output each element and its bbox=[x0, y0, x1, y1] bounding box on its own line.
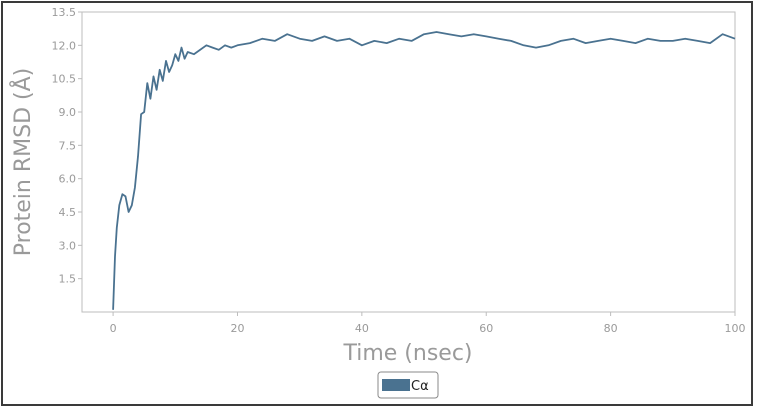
y-tick-label: 4.5 bbox=[59, 206, 77, 219]
x-tick-label: 80 bbox=[604, 322, 618, 335]
legend-swatch bbox=[382, 379, 410, 391]
x-tick-label: 0 bbox=[110, 322, 117, 335]
x-tick-label: 60 bbox=[479, 322, 493, 335]
x-tick-label: 100 bbox=[725, 322, 746, 335]
y-tick-label: 12.0 bbox=[52, 39, 77, 52]
y-tick-label: 6.0 bbox=[59, 173, 77, 186]
legend: Cα bbox=[377, 371, 439, 399]
y-tick-label: 13.5 bbox=[52, 6, 77, 19]
legend-label: Cα bbox=[411, 379, 429, 394]
y-tick-label: 10.5 bbox=[52, 73, 77, 86]
x-tick-label: 40 bbox=[355, 322, 369, 335]
y-axis-title: Protein RMSD (Å) bbox=[9, 68, 36, 257]
y-tick-label: 9.0 bbox=[59, 106, 77, 119]
series-line-calpha bbox=[112, 31, 736, 310]
x-axis-title: Time (nsec) bbox=[342, 341, 472, 366]
plot-area bbox=[81, 11, 736, 313]
x-axis-ticks: 0 20 40 60 80 100 bbox=[110, 312, 746, 335]
y-axis-ticks: 1.5 3.0 4.5 6.0 7.5 9.0 10.5 12.0 13.5 bbox=[52, 6, 82, 286]
y-tick-label: 1.5 bbox=[59, 273, 77, 286]
y-tick-label: 7.5 bbox=[59, 139, 77, 152]
x-tick-label: 20 bbox=[230, 322, 244, 335]
y-tick-label: 3.0 bbox=[59, 239, 77, 252]
